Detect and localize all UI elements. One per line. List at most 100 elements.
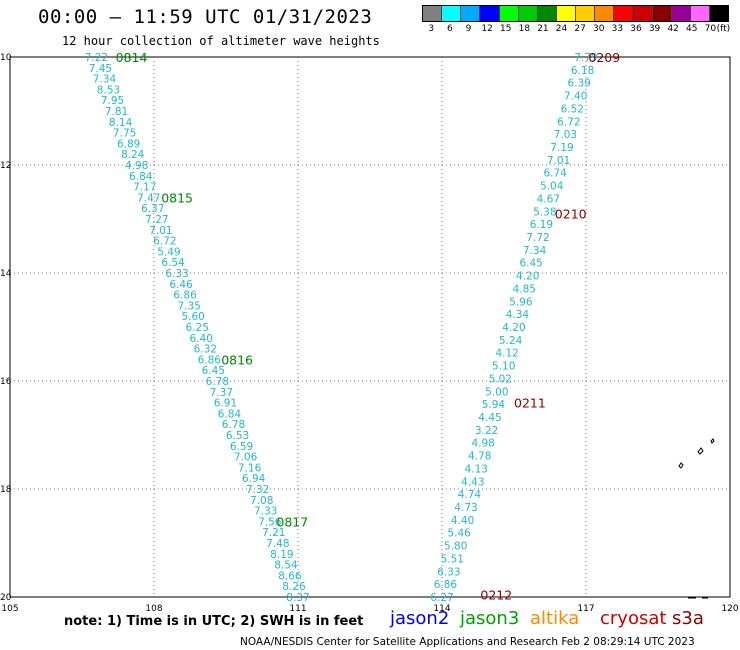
legend-labels: 3 6 9 12 15 18 21 24 27 30 33 36 39 42 45 70 (ft) xyxy=(422,22,731,36)
credit-line: NOAA/NESDIS Center for Satellite Applica… xyxy=(240,636,695,648)
wave-height-value: 5.04 xyxy=(540,181,564,193)
wave-height-value: 6.89 xyxy=(117,138,140,150)
wave-height-value: 6.91 xyxy=(214,398,237,410)
wave-height-value: 6.46 xyxy=(169,279,193,291)
satellite-altika: altika xyxy=(530,608,580,629)
legend-label: 3 xyxy=(428,24,435,34)
legend-swatch xyxy=(480,6,500,21)
wave-height-value: 7.19 xyxy=(550,142,573,154)
wave-height-value: 7.95 xyxy=(101,95,124,107)
legend-label: 27 xyxy=(574,24,586,34)
island-outline xyxy=(710,438,715,444)
wave-height-value: 8.14 xyxy=(109,117,133,129)
island-outline xyxy=(678,462,684,469)
wave-height-value: 4.73 xyxy=(454,502,477,514)
legend-label: 70 xyxy=(704,24,717,34)
wave-height-value: 6.78 xyxy=(222,419,245,431)
wave-height-value: 4.45 xyxy=(478,412,501,424)
y-tick-label: 20 xyxy=(0,593,12,603)
legend-label: 30 xyxy=(593,24,605,34)
wave-height-value: 6.94 xyxy=(242,473,266,485)
wave-height-value: 6.39 xyxy=(567,78,590,90)
wave-height-value: 6.25 xyxy=(186,322,209,334)
wave-height-value: 6.37 xyxy=(141,203,164,215)
legend-label: 42 xyxy=(667,24,679,34)
wave-height-value: 6.45 xyxy=(519,258,542,270)
satellite-s3a: s3a xyxy=(672,608,704,629)
wave-height-value: 5.02 xyxy=(489,373,512,385)
wave-height-value: 7.37 xyxy=(210,387,233,399)
y-tick-label: 16 xyxy=(0,377,12,387)
satellite-jason3: jason3 xyxy=(460,608,520,629)
legend-swatch xyxy=(614,6,634,21)
track-jason3: 7.227.457.348.537.957.818.147.756.898.24… xyxy=(85,50,310,604)
time-label: 0210 xyxy=(555,207,587,222)
legend-swatch xyxy=(518,6,538,21)
legend-swatch xyxy=(595,6,615,21)
legend-swatches xyxy=(422,5,729,22)
legend-label: 45 xyxy=(686,24,698,34)
time-label: 0209 xyxy=(588,50,620,65)
wave-height-value: 7.79 xyxy=(574,52,597,64)
wave-height-value: 8.53 xyxy=(97,84,120,96)
wave-height-value: 4.12 xyxy=(495,348,518,360)
wave-height-value: 7.35 xyxy=(177,300,200,312)
wave-height-value: 7.34 xyxy=(93,74,117,86)
legend-swatch xyxy=(499,6,519,21)
wave-height-value: 5.60 xyxy=(181,311,204,323)
wave-height-value: 5.24 xyxy=(499,335,523,347)
wave-height-value: 7.03 xyxy=(554,129,577,141)
wave-height-value: 4.43 xyxy=(461,476,484,488)
wave-height-value: 8.54 xyxy=(274,560,298,572)
wave-height-value: 5.80 xyxy=(444,541,467,553)
legend-label: 9 xyxy=(465,24,472,34)
wave-height-value: 4.98 xyxy=(125,160,148,172)
wave-height-value: 7.08 xyxy=(250,495,273,507)
wave-height-value: 7.72 xyxy=(526,232,549,244)
wave-height-value: 5.10 xyxy=(492,361,515,373)
wave-height-value: 6.78 xyxy=(206,376,229,388)
wave-height-value: 5.94 xyxy=(482,399,506,411)
chart-title: 00:00 – 11:59 UTC 01/31/2023 xyxy=(38,6,373,28)
wave-height-value: 4.78 xyxy=(468,451,491,463)
wave-height-value: 6.86 xyxy=(198,354,222,366)
wave-height-value: 6.53 xyxy=(226,430,249,442)
wave-height-value: 6.45 xyxy=(202,365,225,377)
legend-label: 6 xyxy=(447,24,453,34)
y-tick-label: 10 xyxy=(0,53,12,63)
legend-unit: (ft) xyxy=(716,24,731,34)
wave-height-value: 7.27 xyxy=(145,214,168,226)
legend-swatch xyxy=(423,6,443,21)
wave-height-value: 6.33 xyxy=(437,566,460,578)
wave-height-value: 6.72 xyxy=(153,236,176,248)
wave-height-value: 7.40 xyxy=(564,91,587,103)
wave-height-value: 6.54 xyxy=(161,257,185,269)
legend-swatch xyxy=(576,6,596,21)
legend-label: 15 xyxy=(499,24,512,34)
wave-height-value: 7.21 xyxy=(262,527,285,539)
wave-height-value: 4.74 xyxy=(458,489,482,501)
legend-swatch xyxy=(671,6,691,21)
wave-height-value: 5.46 xyxy=(447,528,471,540)
footer-note: note: 1) Time is in UTC; 2) SWH is in fe… xyxy=(64,614,364,629)
coastline-outline xyxy=(688,596,723,599)
wave-height-value: 6.32 xyxy=(194,344,217,356)
x-tick-label: 114 xyxy=(433,604,450,614)
time-label: 0815 xyxy=(161,190,193,205)
satellite-cryosat: cryosat xyxy=(600,608,667,629)
wave-height-value: 3.22 xyxy=(475,425,498,437)
wave-height-value: 8.19 xyxy=(270,549,293,561)
wave-height-value: 7.48 xyxy=(266,538,289,550)
wave-height-value: 7.01 xyxy=(547,155,570,167)
legend-label: 18 xyxy=(518,24,531,34)
wave-height-value: 7.81 xyxy=(105,106,128,118)
wave-height-value: 6.59 xyxy=(230,441,253,453)
wave-height-value: 7.33 xyxy=(254,506,277,518)
wave-height-value: 8.37 xyxy=(286,592,309,604)
wave-height-value: 8.26 xyxy=(282,581,306,593)
satellite-jason2: jason2 xyxy=(390,608,450,629)
wave-height-value: 7.34 xyxy=(523,245,547,257)
y-tick-label: 18 xyxy=(0,485,12,495)
wave-height-value: 6.74 xyxy=(543,168,567,180)
